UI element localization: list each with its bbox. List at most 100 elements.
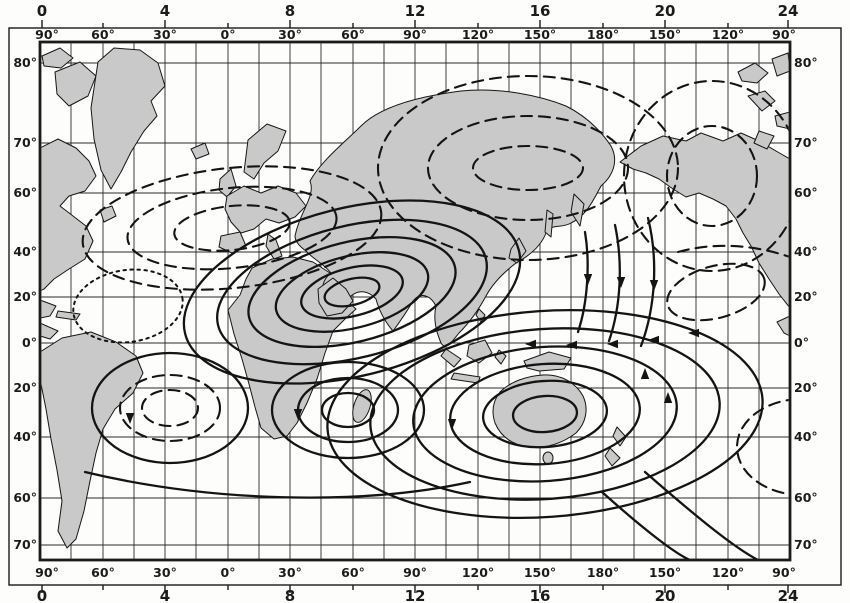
latitude-label: 40°: [13, 429, 37, 444]
isoline: [300, 264, 404, 320]
longitude-label: 60°: [91, 27, 115, 42]
arrowhead-south: [616, 277, 626, 288]
latitude-label: 70°: [794, 135, 818, 150]
continent-europe: [224, 185, 307, 234]
longitude-label: 90°: [772, 27, 796, 42]
longitude-label: 30°: [278, 27, 302, 42]
longitude-label: 60°: [341, 27, 365, 42]
latitude-label: 70°: [794, 537, 818, 552]
top-hour-major-ticks: [41, 20, 789, 28]
isoline: [216, 218, 488, 366]
hour-label: 20: [655, 2, 676, 20]
latitude-axis-right: 80° 70° 60° 40° 20° 0° 20° 40° 60° 70°: [794, 55, 818, 552]
island-tasmania: [542, 451, 554, 465]
latitude-label: 40°: [794, 244, 818, 259]
islands-new-zealand: [604, 426, 627, 467]
isoline: [118, 373, 222, 443]
latitude-label: 20°: [13, 380, 37, 395]
loop-mexico-dashed: [666, 262, 766, 322]
continent-south-america: [41, 331, 144, 549]
hour-label: 4: [160, 2, 170, 20]
longitude-label: 30°: [278, 565, 302, 580]
continent-central-america-right: [776, 316, 789, 336]
isolines-solid: [83, 199, 764, 559]
continent-north-america-east: [41, 138, 97, 291]
hour-label: 8: [285, 587, 295, 603]
isoline: [173, 204, 291, 252]
continent-kamchatka: [570, 193, 585, 227]
longitude-label: 180°: [587, 27, 619, 42]
hour-ticks: [41, 20, 789, 593]
longitude-label: 90°: [403, 565, 427, 580]
latitude-label: 0°: [794, 335, 809, 350]
longitude-label: 90°: [35, 27, 59, 42]
hour-axis-top: 0 4 8 12 16 20 24: [37, 2, 799, 20]
continent-arctic-islands-right: [737, 52, 789, 150]
vortex-south-africa: [270, 360, 426, 460]
longitude-label: 120°: [712, 27, 744, 42]
latitude-label: 40°: [13, 244, 37, 259]
arrowhead-south: [293, 409, 303, 420]
latitude-label: 0°: [22, 335, 37, 350]
inner-frame: [38, 40, 792, 562]
hour-label: 16: [530, 2, 551, 20]
continent-caribbean-left: [41, 300, 81, 340]
isoline: [320, 391, 376, 429]
isoline: [369, 327, 721, 501]
hour-label: 24: [778, 2, 799, 20]
longitude-label: 150°: [524, 565, 556, 580]
island-iceland: [190, 142, 210, 160]
arrowhead-west: [607, 339, 618, 349]
longitude-label: 90°: [772, 565, 796, 580]
arrowhead-south: [583, 274, 593, 285]
isoline: [126, 185, 338, 271]
latitude-label: 40°: [794, 429, 818, 444]
isoline: [140, 388, 200, 428]
hour-label: 24: [778, 587, 799, 603]
latitude-label: 20°: [794, 289, 818, 304]
longitude-label: 150°: [524, 27, 556, 42]
vortex-north-atlantic-dashed: [81, 165, 383, 291]
hour-label: 12: [405, 587, 426, 603]
latitude-label: 20°: [794, 380, 818, 395]
longitude-label: 30°: [153, 565, 177, 580]
loop-equatorial-dotted: [72, 268, 184, 344]
hour-axis-bottom: 0 4 8 12 16 20 24: [37, 587, 799, 603]
hour-label: 12: [405, 2, 426, 20]
isoline: [376, 74, 680, 262]
longitude-label: 90°: [35, 565, 59, 580]
longitude-label: 120°: [462, 565, 494, 580]
island-new-guinea: [523, 351, 572, 372]
isoline-right-mid-arc: [676, 244, 789, 258]
latitude-label: 70°: [13, 135, 37, 150]
vortex-alaska-dashed: [622, 79, 789, 273]
isoline: [665, 124, 759, 228]
longitude-label: 90°: [403, 27, 427, 42]
longitude-label: 60°: [341, 565, 365, 580]
bottom-hour-minor-ticks: [102, 585, 729, 590]
latitude-label: 80°: [794, 55, 818, 70]
continents: [41, 47, 789, 549]
longitude-label: 30°: [153, 27, 177, 42]
latitude-label: 70°: [13, 537, 37, 552]
isoline: [471, 144, 585, 192]
latitude-label: 60°: [794, 490, 818, 505]
island-japan: [508, 209, 554, 264]
island-newfoundland: [99, 205, 117, 223]
arrowhead-north: [663, 392, 673, 403]
bottom-hour-major-ticks: [41, 585, 789, 593]
hour-label: 4: [160, 587, 170, 603]
isoline-meridional-streams: [576, 216, 656, 348]
latitude-label: 20°: [13, 289, 37, 304]
isoline: [426, 114, 630, 222]
longitude-label: 120°: [462, 27, 494, 42]
isoline: [274, 251, 430, 333]
map-frames: [8, 27, 842, 586]
longitude-label: 0°: [221, 565, 236, 580]
continent-greenland: [90, 47, 166, 190]
continent-scandinavia: [243, 123, 287, 180]
isolines-dashed: [81, 74, 789, 496]
hour-label: 8: [285, 2, 295, 20]
isoline: [412, 345, 678, 483]
island-britain: [218, 168, 237, 198]
